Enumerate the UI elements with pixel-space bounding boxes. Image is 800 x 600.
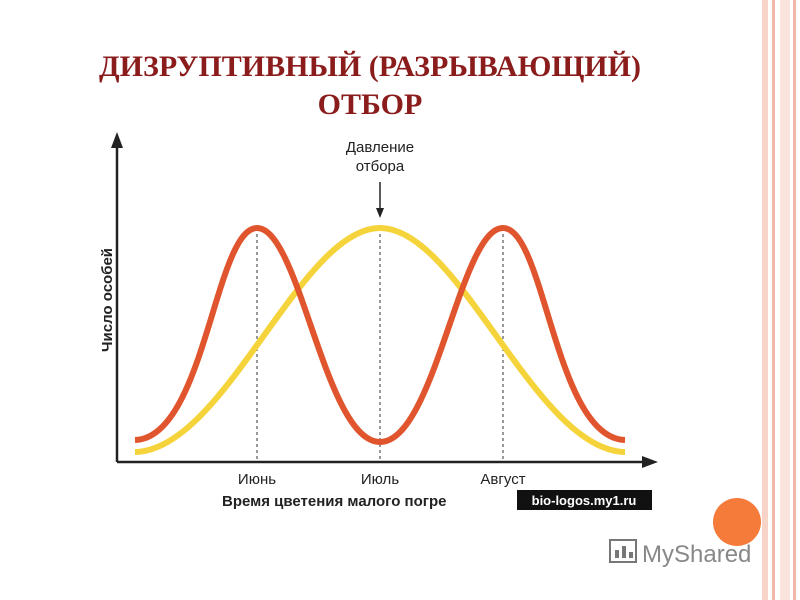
title-line: ДИЗРУПТИВНЫЙ (РАЗРЫВАЮЩИЙ): [99, 50, 641, 83]
logo-icon: [622, 546, 626, 558]
pressure-label: Давление: [346, 139, 414, 156]
border-stripe: [762, 0, 768, 600]
curve-original: [134, 224, 626, 455]
x-axis-label: Время цветения малого погре: [222, 493, 447, 510]
logo-icon: [609, 539, 637, 563]
border-stripe: [772, 0, 775, 600]
decor-circle: [713, 498, 761, 546]
watermark-bg: [517, 490, 652, 510]
curve-disruptive: [134, 224, 626, 446]
diagram: Давление отбора Число особей Июнь Июль А…: [99, 132, 658, 510]
x-label: Июль: [361, 471, 399, 488]
border-stripe: [793, 0, 796, 600]
arrow-head: [642, 456, 658, 468]
x-label: Август: [480, 471, 525, 488]
watermark: bio-logos.my1.ru: [532, 493, 637, 508]
x-label: Июнь: [238, 471, 276, 488]
y-axis-label: Число особей: [99, 248, 116, 352]
logo-icon: [615, 550, 619, 558]
pressure-label: отбора: [356, 158, 405, 175]
arrow-head: [376, 208, 384, 218]
border-stripe: [780, 0, 790, 600]
logo-text: MyShared: [642, 541, 751, 568]
logo-icon: [629, 552, 633, 558]
logo: MyShared: [609, 539, 751, 568]
title-line: ОТБОР: [318, 88, 423, 121]
arrow-head: [111, 132, 123, 148]
